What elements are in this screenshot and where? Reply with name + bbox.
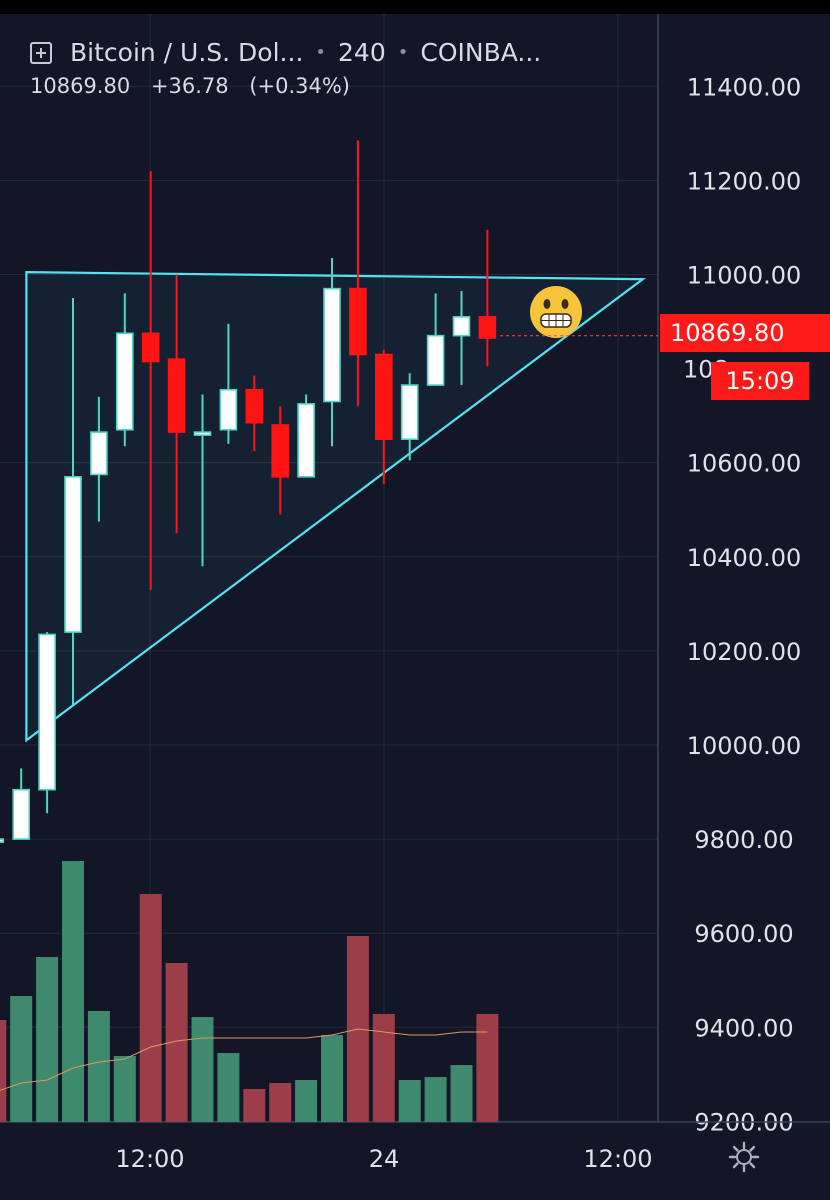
price-tick-label: 11400.00	[687, 73, 802, 101]
volume-bar	[398, 1080, 421, 1122]
time-tick-label: 24	[369, 1145, 400, 1173]
volume-bar	[10, 996, 33, 1122]
volume-bar	[62, 861, 84, 1122]
candle	[297, 394, 315, 478]
candle-body	[167, 358, 186, 433]
candle-body	[38, 633, 56, 791]
candle-body	[12, 788, 30, 840]
volume-bar	[191, 1017, 214, 1122]
candle-body	[426, 334, 445, 386]
candle	[323, 258, 341, 447]
candle	[400, 373, 419, 461]
candle-body	[349, 287, 367, 356]
current-price-badge: 10869.80	[660, 314, 830, 352]
candle	[219, 323, 238, 444]
candle-body	[297, 403, 315, 478]
grimacing-face-emoji	[530, 286, 582, 338]
volume-bar	[139, 894, 162, 1122]
candle-body	[323, 287, 341, 403]
volume-bar	[476, 1014, 499, 1122]
exchange-label: COINBA...	[420, 38, 542, 67]
price-change: +36.78	[150, 74, 229, 98]
time-axis-area	[0, 1122, 830, 1200]
price-axis-area	[658, 14, 830, 1122]
candle-body	[245, 388, 264, 424]
price-tick-label: 9400.00	[694, 1014, 793, 1042]
candle-body	[141, 332, 160, 363]
candle	[374, 349, 393, 484]
candle	[271, 406, 290, 515]
volume-bar	[450, 1065, 473, 1122]
candle	[38, 632, 56, 814]
candle-body	[0, 838, 5, 843]
price-tick-label: 11000.00	[687, 262, 802, 290]
candle-body	[116, 332, 134, 431]
candle-body	[400, 384, 419, 440]
add-symbol-icon[interactable]	[30, 41, 52, 64]
last-price: 10869.80	[30, 74, 131, 98]
price-change-pct: (+0.34%)	[249, 74, 350, 98]
candle	[349, 140, 367, 407]
candle	[245, 375, 264, 451]
interval-label[interactable]: 240	[338, 38, 386, 67]
volume-bar	[321, 1035, 343, 1122]
emoji-eye	[543, 299, 551, 309]
price-tick-label: 9600.00	[694, 920, 793, 948]
candle-countdown-badge: 15:09	[711, 362, 809, 400]
symbol-label: Bitcoin / U.S. Dol...	[70, 38, 304, 67]
candle	[167, 274, 186, 534]
volume-bar	[295, 1080, 318, 1122]
volume-bar	[424, 1077, 447, 1122]
candle	[141, 170, 160, 590]
price-tick-label: 10200.00	[687, 638, 802, 666]
price-tick-label: 10000.00	[687, 732, 802, 760]
candle-body	[478, 316, 497, 339]
candle	[193, 394, 212, 567]
candle	[12, 768, 30, 840]
separator-dot: •	[315, 42, 327, 63]
time-tick-label: 12:00	[583, 1145, 652, 1173]
candle-body	[193, 431, 212, 436]
candle	[452, 290, 471, 386]
price-tick-label: 11200.00	[687, 167, 802, 195]
volume-bar	[217, 1053, 240, 1122]
candle	[426, 293, 445, 386]
volume-bar	[372, 1014, 395, 1122]
candle-body	[271, 424, 290, 478]
symbol-header[interactable]: Bitcoin / U.S. Dol... • 240 • COINBA...	[30, 38, 541, 67]
volume-bar	[165, 963, 188, 1122]
candle-body	[374, 353, 393, 440]
volume-bar	[269, 1083, 292, 1122]
volume-bar	[243, 1089, 266, 1122]
candle	[0, 838, 5, 843]
price-tick-label: 9800.00	[694, 826, 793, 854]
volume-bar	[113, 1056, 136, 1122]
candle	[116, 293, 134, 447]
gear-icon[interactable]	[727, 1140, 761, 1174]
candle-body	[452, 316, 471, 337]
emoji-face	[530, 286, 582, 338]
time-tick-label: 12:00	[115, 1145, 184, 1173]
volume-bar	[36, 957, 59, 1122]
candle-body	[90, 431, 108, 476]
plot-area	[0, 14, 658, 1122]
price-tick-label: 10600.00	[687, 450, 802, 478]
separator-dot: •	[397, 42, 409, 63]
volume-moving-average	[0, 1028, 488, 1091]
candle-body	[219, 388, 238, 431]
price-summary: 10869.80 +36.78 (+0.34%)	[30, 74, 364, 98]
volume-bar	[87, 1011, 110, 1122]
volume-bar	[0, 1020, 7, 1122]
emoji-eye	[561, 299, 569, 309]
candle	[64, 298, 82, 706]
candle	[478, 229, 497, 367]
candle-body	[64, 476, 82, 633]
price-tick-label: 10400.00	[687, 544, 802, 572]
candle	[90, 396, 108, 522]
